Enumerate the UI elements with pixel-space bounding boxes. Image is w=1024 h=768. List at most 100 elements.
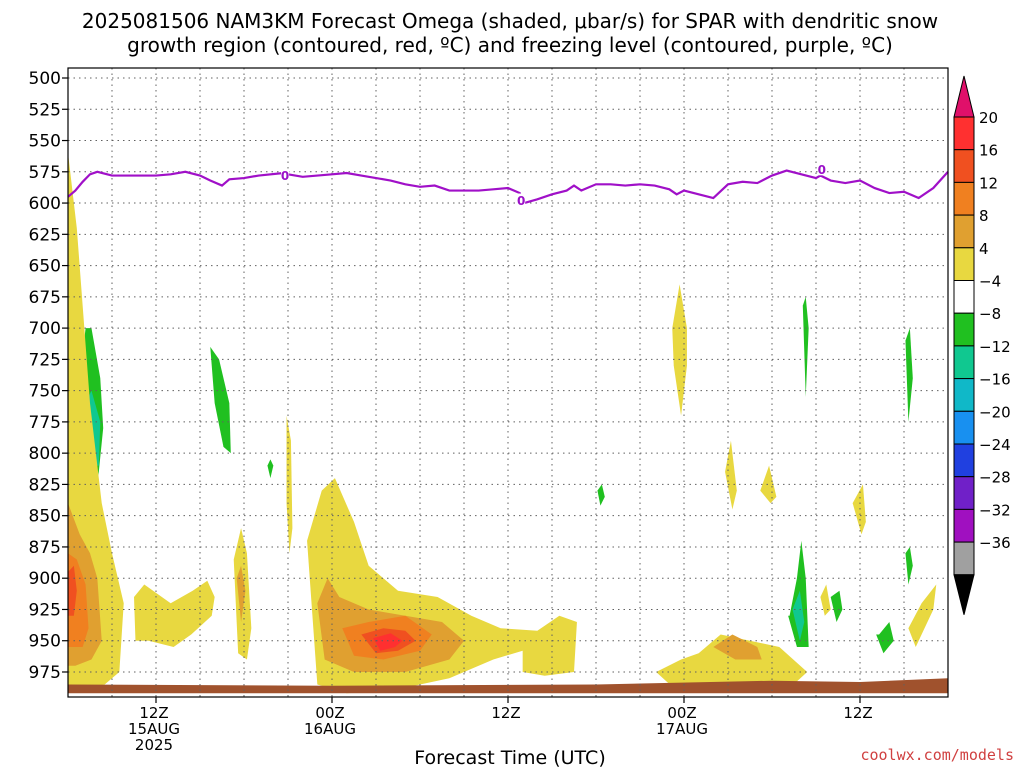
ground-surface [68, 678, 948, 694]
omega-region-14 [134, 580, 215, 647]
freezing-label-bg-2 [817, 162, 826, 176]
y-tick-label-975: 975 [29, 663, 61, 683]
y-tick-label-675: 675 [29, 288, 61, 308]
freezing-label-bg-1 [517, 193, 526, 207]
colorbar-label-6: −8 [979, 305, 1001, 323]
colorbar-label-0: 20 [979, 109, 998, 127]
colorbar-swatch-8 [953, 378, 975, 412]
omega-region-9 [905, 328, 913, 422]
colorbar-label-13: −36 [979, 534, 1011, 552]
y-tick-label-725: 725 [29, 350, 61, 370]
y-tick-label-500: 500 [29, 69, 61, 89]
colorbar-swatch-1 [953, 149, 975, 183]
omega-region-22 [852, 484, 866, 535]
y-tick-label-700: 700 [29, 319, 61, 339]
colorbar-swatch-6 [953, 312, 975, 347]
omega-region-3 [267, 459, 274, 479]
chart-title-line1: 2025081506 NAM3KM Forecast Omega (shaded… [82, 9, 938, 33]
colorbar-swatch-12 [953, 508, 975, 543]
colorbar-swatch-2 [953, 181, 975, 216]
freezing-level-contour: 0 0 0 [67, 162, 949, 208]
omega-region-7 [876, 621, 894, 654]
omega-region-0-5 [72, 109, 83, 116]
omega-region-5 [802, 296, 809, 397]
colorbar-swatch-13 [953, 541, 975, 576]
ground-band [68, 678, 948, 694]
colorbar-swatch-11 [953, 476, 975, 510]
colorbar-label-2: 12 [979, 174, 998, 192]
colorbar-label-9: −20 [979, 403, 1011, 421]
omega-region-33 [373, 633, 403, 651]
y-tick-label-850: 850 [29, 507, 61, 527]
y-tick-label-825: 825 [29, 475, 61, 495]
plot-grid [68, 68, 948, 697]
y-tick-label-950: 950 [29, 632, 61, 652]
omega-region-21 [760, 465, 777, 504]
freezing-level-label-1: 0 [517, 194, 525, 208]
omega-region-24 [820, 584, 831, 616]
omega-region-26 [236, 565, 246, 622]
freezing-level-line [67, 169, 949, 205]
colorbar-swatch-5 [953, 280, 975, 314]
colorbar-label-11: −28 [979, 469, 1011, 487]
x-tick-label-18-1: 16AUG [304, 720, 356, 738]
y-tick-label-925: 925 [29, 600, 61, 620]
colorbar-label-12: −32 [979, 501, 1011, 519]
y-tick-label-650: 650 [29, 257, 61, 277]
colorbar-label-3: 8 [979, 207, 989, 225]
colorbar-label-10: −24 [979, 436, 1011, 454]
omega-region-20 [725, 440, 737, 510]
y-tick-label-900: 900 [29, 569, 61, 589]
colorbar-label-5: −4 [979, 273, 1001, 291]
x-axis-label: Forecast Time (UTC) [414, 747, 605, 768]
x-tick-label-6-2: 2025 [135, 736, 173, 754]
x-tick-label-6-0: 12Z [139, 704, 168, 722]
freezing-level-label-0: 0 [281, 169, 289, 183]
y-tick-label-750: 750 [29, 382, 61, 402]
colorbar-label-7: −12 [979, 338, 1011, 356]
freezing-label-bg-0 [281, 168, 290, 182]
colorbar-swatch-3 [953, 214, 975, 249]
colorbar-swatch-0 [953, 116, 975, 151]
y-tick-label-550: 550 [29, 132, 61, 152]
freezing-level-label-2: 0 [818, 163, 826, 177]
y-tick-label-800: 800 [29, 444, 61, 464]
x-tick-label-54-0: 12Z [843, 704, 872, 722]
omega-shaded-regions [68, 71, 937, 694]
colorbar-label-8: −16 [979, 371, 1011, 389]
colorbar-swatch-9 [953, 410, 975, 445]
y-tick-label-600: 600 [29, 194, 61, 214]
omega-region-18 [672, 284, 687, 416]
colorbar-bottom-arrow [953, 574, 975, 615]
omega-region-0-2 [76, 71, 83, 74]
x-tick-label-42-1: 17AUG [656, 720, 708, 738]
y-tick-label-625: 625 [29, 225, 61, 245]
colorbar-swatch-4 [953, 247, 975, 282]
omega-region-23 [908, 584, 937, 647]
colorbar-label-4: 4 [979, 240, 989, 258]
omega-region-12 [792, 590, 805, 641]
x-tick-label-42-0: 00Z [667, 704, 696, 722]
colorbar-top-arrow [953, 75, 975, 118]
omega-region-10 [905, 546, 913, 585]
omega-region-0-1 [72, 71, 76, 84]
colorbar-label-1: 16 [979, 142, 998, 160]
y-tick-label-775: 775 [29, 413, 61, 433]
omega-region-4 [597, 484, 605, 506]
y-tick-label-575: 575 [29, 163, 61, 183]
x-tick-label-30-0: 12Z [491, 704, 520, 722]
y-tick-label-525: 525 [29, 100, 61, 120]
omega-region-2 [210, 346, 231, 454]
omega-region-0-4 [79, 96, 83, 110]
watermark: coolwx.com/models [860, 746, 1014, 764]
omega-region-0-0 [68, 84, 77, 111]
omega-region-28 [713, 634, 762, 660]
omega-region-8 [830, 590, 843, 622]
colorbar-swatch-7 [953, 345, 975, 380]
x-tick-label-6-1: 15AUG [128, 720, 180, 738]
omega-region-19 [656, 634, 808, 691]
colorbar-swatch-10 [953, 443, 975, 478]
chart-title-line2: growth region (contoured, red, ºC) and f… [127, 33, 893, 57]
